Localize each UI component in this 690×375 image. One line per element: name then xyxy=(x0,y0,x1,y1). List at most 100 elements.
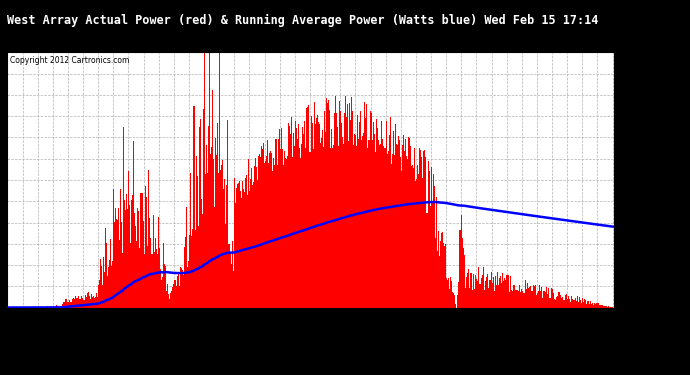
Bar xyxy=(420,150,422,308)
Bar xyxy=(251,168,252,308)
Bar xyxy=(450,278,451,308)
Bar xyxy=(250,178,251,308)
Bar xyxy=(523,293,524,308)
Bar xyxy=(98,285,99,308)
Bar xyxy=(242,181,243,308)
Bar xyxy=(570,302,571,307)
Bar xyxy=(154,252,155,308)
Bar xyxy=(280,148,282,308)
Bar xyxy=(478,267,479,308)
Bar xyxy=(504,278,505,308)
Bar xyxy=(205,174,206,308)
Bar xyxy=(342,137,343,308)
Bar xyxy=(225,224,226,308)
Bar xyxy=(169,298,170,307)
Bar xyxy=(197,226,199,308)
Bar xyxy=(218,172,219,308)
Bar xyxy=(590,301,591,307)
Bar xyxy=(402,145,403,308)
Bar xyxy=(354,134,355,308)
Bar xyxy=(50,307,51,308)
Bar xyxy=(137,208,138,308)
Bar xyxy=(206,174,208,308)
Bar xyxy=(213,159,214,308)
Bar xyxy=(259,153,260,308)
Bar xyxy=(344,113,345,308)
Bar xyxy=(330,148,331,308)
Bar xyxy=(510,276,511,308)
Bar xyxy=(424,150,426,308)
Bar xyxy=(525,280,526,308)
Bar xyxy=(415,181,416,308)
Bar xyxy=(275,139,276,308)
Bar xyxy=(285,158,286,308)
Bar xyxy=(511,290,512,308)
Bar xyxy=(477,281,478,308)
Bar xyxy=(150,238,151,308)
Bar xyxy=(155,238,156,308)
Bar xyxy=(173,285,175,308)
Bar xyxy=(359,122,360,308)
Bar xyxy=(105,228,106,308)
Bar xyxy=(168,294,169,307)
Bar xyxy=(232,241,233,308)
Bar xyxy=(276,139,277,308)
Bar xyxy=(559,292,560,308)
Bar xyxy=(326,103,328,308)
Bar xyxy=(513,285,514,308)
Bar xyxy=(502,273,503,308)
Bar xyxy=(97,297,98,307)
Bar xyxy=(270,151,271,308)
Bar xyxy=(560,295,561,307)
Bar xyxy=(428,171,429,308)
Bar xyxy=(395,124,396,308)
Bar xyxy=(51,306,52,308)
Bar xyxy=(499,278,500,308)
Bar xyxy=(483,267,484,308)
Bar xyxy=(475,275,476,308)
Bar xyxy=(240,191,241,308)
Bar xyxy=(492,284,493,308)
Bar xyxy=(246,175,247,308)
Bar xyxy=(602,305,603,308)
Bar xyxy=(349,103,350,308)
Bar xyxy=(181,268,182,308)
Bar xyxy=(347,104,348,308)
Bar xyxy=(162,277,164,308)
Bar xyxy=(585,300,586,307)
Bar xyxy=(515,290,516,308)
Bar xyxy=(503,281,504,308)
Bar xyxy=(135,226,136,308)
Bar xyxy=(299,148,300,308)
Bar xyxy=(229,244,230,308)
Bar xyxy=(79,300,81,307)
Bar xyxy=(578,302,579,307)
Bar xyxy=(297,139,298,308)
Bar xyxy=(86,293,88,308)
Bar xyxy=(431,201,433,308)
Bar xyxy=(328,110,330,308)
Bar xyxy=(257,180,258,308)
Bar xyxy=(252,185,253,308)
Bar xyxy=(486,278,487,308)
Bar xyxy=(73,298,75,307)
Bar xyxy=(161,280,162,308)
Bar xyxy=(47,306,48,308)
Bar xyxy=(262,149,263,308)
Bar xyxy=(231,264,232,308)
Bar xyxy=(386,121,387,308)
Bar xyxy=(95,297,96,307)
Bar xyxy=(484,290,485,308)
Bar xyxy=(538,291,540,308)
Bar xyxy=(126,194,127,308)
Bar xyxy=(241,198,242,308)
Bar xyxy=(124,200,125,308)
Bar xyxy=(157,254,158,308)
Bar xyxy=(485,281,486,308)
Bar xyxy=(593,304,594,307)
Bar xyxy=(393,131,394,308)
Bar xyxy=(464,255,465,308)
Bar xyxy=(411,166,413,308)
Bar xyxy=(571,296,572,307)
Bar xyxy=(179,286,180,308)
